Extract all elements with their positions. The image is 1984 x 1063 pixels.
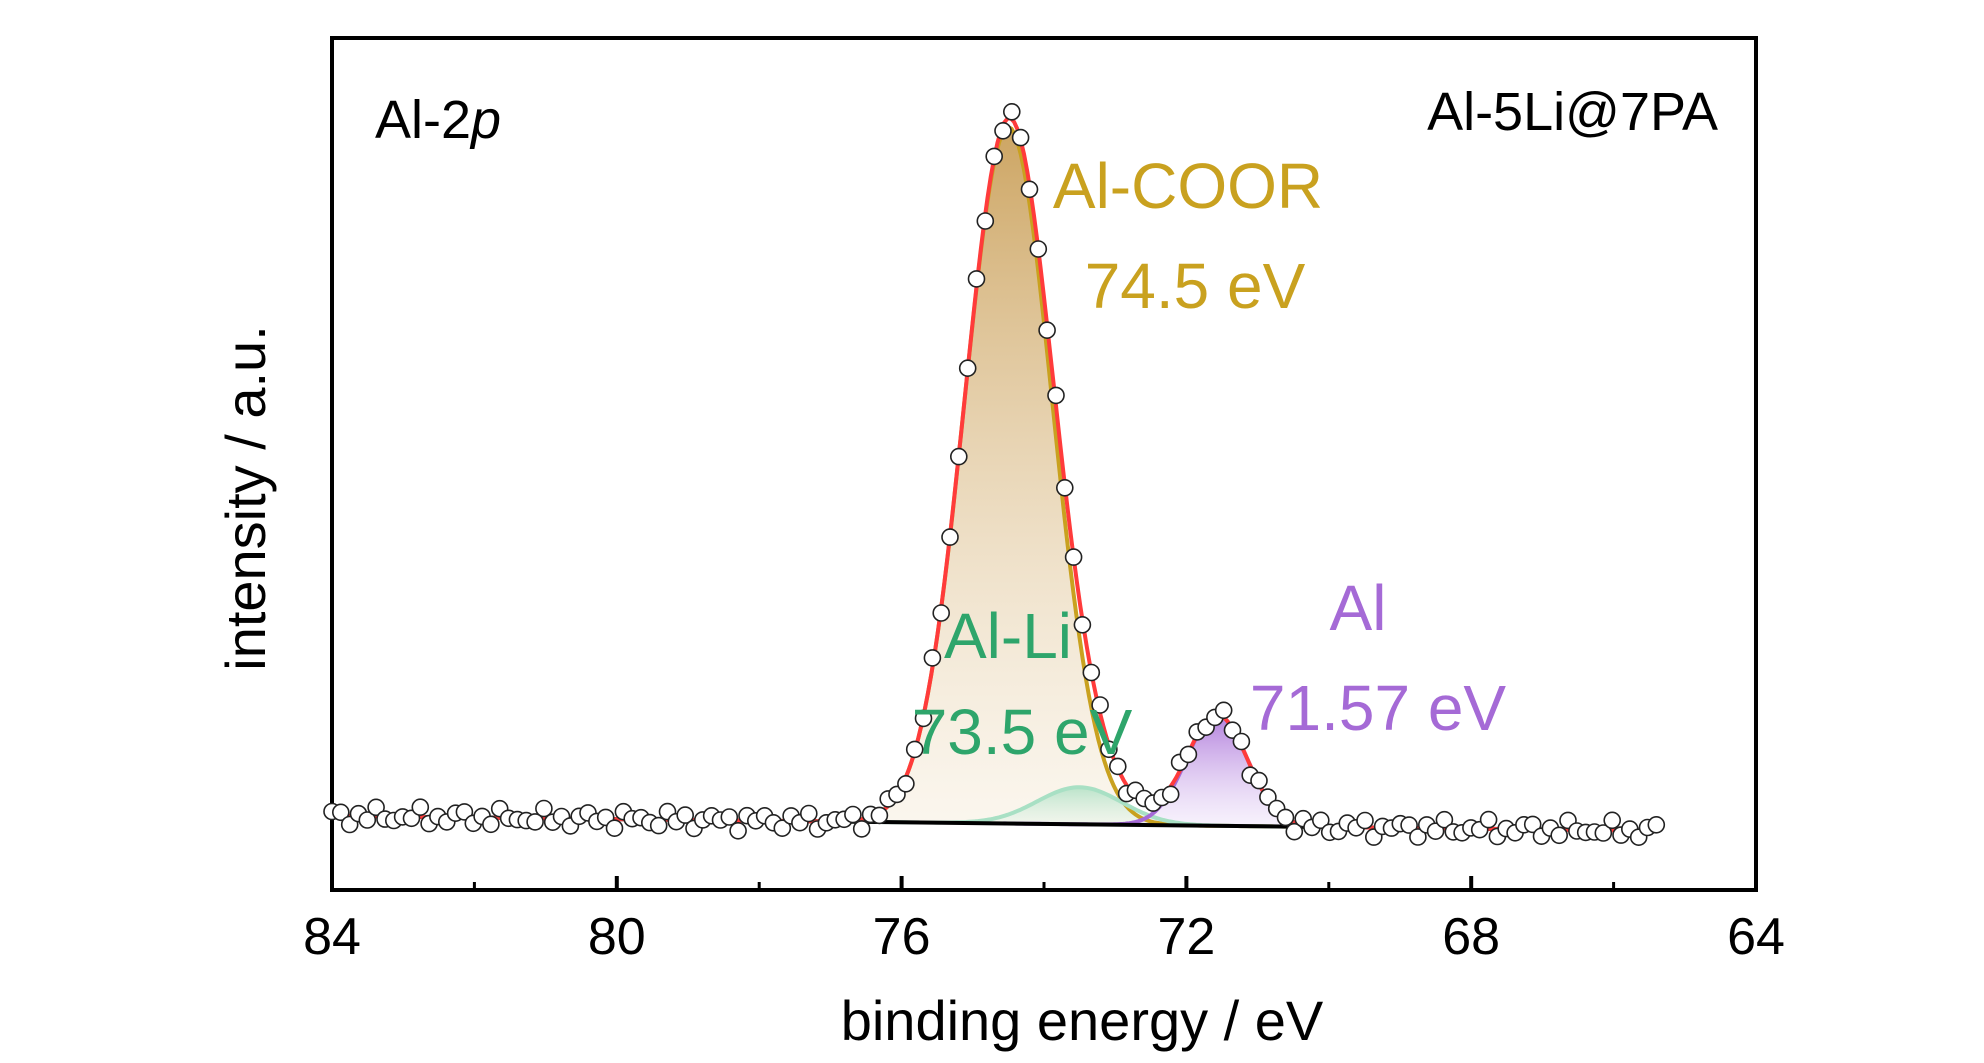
- data-point: [1435, 810, 1454, 829]
- data-point: [994, 122, 1012, 140]
- corner-label-left: Al-2p: [375, 90, 501, 150]
- data-point: [914, 709, 933, 728]
- x-tick-label: 68: [1442, 908, 1500, 966]
- data-point: [799, 804, 818, 823]
- data-point: [649, 816, 668, 835]
- data-point: [1109, 757, 1127, 776]
- data-point: [1100, 740, 1118, 759]
- data-point: [852, 820, 871, 838]
- data-point: [482, 815, 500, 834]
- data-point: [1594, 824, 1613, 842]
- x-tick-label: 84: [303, 908, 361, 966]
- data-point: [844, 805, 862, 824]
- data-point: [1232, 732, 1251, 751]
- data-point: [605, 819, 624, 838]
- data-point: [1285, 822, 1304, 841]
- data-point: [1038, 321, 1056, 340]
- annotation-al-coor-label: Al-COOR: [1053, 150, 1323, 222]
- component-fill-al-li: [780, 787, 1379, 828]
- x-axis-title: binding energy / eV: [841, 989, 1324, 1052]
- data-point: [411, 798, 430, 817]
- data-point: [1214, 701, 1233, 720]
- data-point: [1259, 788, 1277, 806]
- data-point: [1312, 811, 1330, 830]
- data-point: [1426, 822, 1445, 841]
- data-point: [967, 270, 986, 288]
- y-axis-title: intensity / a.u.: [214, 325, 277, 671]
- data-point: [1002, 103, 1021, 121]
- annotation-al-li-label: Al-Li: [944, 600, 1072, 672]
- data-point: [1161, 785, 1180, 804]
- x-tick-label: 72: [1157, 908, 1215, 966]
- component-fill-al-coor: [698, 127, 1319, 827]
- data-point: [1082, 663, 1101, 682]
- data-point: [1276, 808, 1295, 827]
- data-point: [1356, 811, 1374, 830]
- annotation-al-coor-energy: 74.5 eV: [1085, 250, 1306, 322]
- data-point: [1056, 478, 1074, 497]
- data-point: [985, 147, 1004, 166]
- data-point: [1029, 240, 1048, 258]
- corner-label-left-italic: p: [469, 90, 501, 150]
- data-point: [729, 821, 747, 840]
- data-point: [676, 806, 695, 824]
- data-point: [1400, 816, 1418, 834]
- data-point: [1179, 745, 1198, 764]
- data-point: [1020, 180, 1039, 199]
- data-point: [870, 806, 889, 825]
- data-point: [773, 819, 792, 838]
- data-point: [958, 359, 977, 378]
- data-point: [1647, 815, 1666, 834]
- data-point: [1479, 810, 1498, 829]
- data-point: [1091, 696, 1109, 714]
- annotation-al-energy: 71.57 eV: [1250, 672, 1507, 744]
- x-tick-label: 76: [873, 908, 931, 966]
- data-point: [367, 798, 385, 817]
- data-point: [932, 604, 951, 622]
- data-point: [720, 808, 739, 826]
- corner-label-right: Al-5Li@7PA: [1427, 82, 1718, 142]
- x-tick-label: 64: [1727, 908, 1785, 966]
- data-point: [358, 811, 377, 829]
- data-point: [331, 803, 350, 822]
- data-point: [455, 803, 474, 821]
- data-point: [526, 813, 544, 831]
- data-point: [535, 799, 553, 818]
- data-point: [949, 447, 968, 466]
- data-point: [1603, 811, 1621, 830]
- corner-label-left-prefix: Al-2: [375, 90, 471, 150]
- data-point: [897, 774, 915, 793]
- data-point: [1250, 771, 1268, 790]
- data-point: [1409, 828, 1427, 846]
- data-point: [976, 212, 995, 230]
- annotation-al-label: Al: [1330, 572, 1387, 644]
- data-point: [905, 740, 924, 759]
- data-point: [1523, 815, 1542, 834]
- data-point: [1047, 386, 1065, 405]
- data-point: [941, 528, 959, 546]
- data-point: [1064, 548, 1083, 566]
- data-point: [1011, 128, 1030, 147]
- data-point: [1550, 826, 1568, 845]
- component-fill-al: [1003, 714, 1431, 829]
- annotation-al-li-energy: 73.5 eV: [912, 696, 1133, 768]
- data-point: [1073, 615, 1092, 634]
- svg-text:Al-2p: Al-2p: [375, 90, 501, 150]
- data-point: [923, 649, 942, 667]
- x-tick-label: 80: [588, 908, 646, 966]
